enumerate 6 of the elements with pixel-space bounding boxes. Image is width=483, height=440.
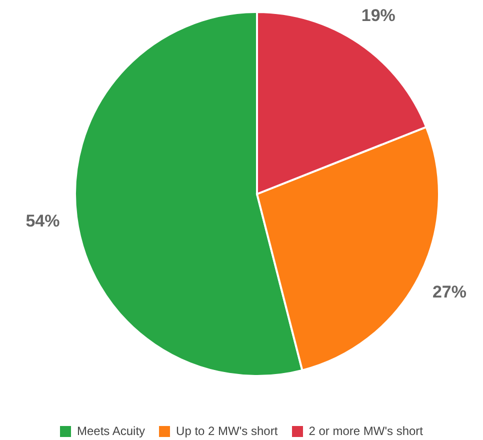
data-label: 27% xyxy=(432,282,466,302)
data-label: 54% xyxy=(26,212,60,231)
legend-label: 2 or more MW's short xyxy=(308,424,423,438)
data-label: 19% xyxy=(361,6,396,25)
legend-label: Meets Acuity xyxy=(76,424,146,438)
legend-label: Up to 2 MW's short xyxy=(175,424,278,438)
